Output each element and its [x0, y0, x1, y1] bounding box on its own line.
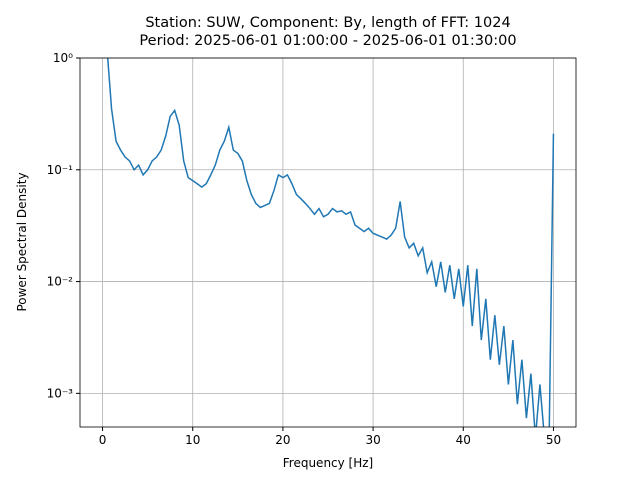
y-tick-label: 10⁻¹: [47, 163, 74, 177]
data-line: [106, 58, 555, 427]
x-tick-label: 0: [99, 433, 107, 447]
y-tick-label: 10⁻³: [47, 386, 74, 400]
x-tick-label: 30: [365, 433, 380, 447]
x-tick-label: 40: [456, 433, 471, 447]
x-axis-label: Frequency [Hz]: [283, 456, 374, 470]
x-tick-label: 50: [546, 433, 561, 447]
y-tick-label: 10⁰: [53, 51, 73, 65]
chart-title: Station: SUW, Component: By, length of F…: [145, 15, 510, 31]
x-tick-label: 10: [185, 433, 200, 447]
x-tick-label: 20: [275, 433, 290, 447]
chart-subtitle: Period: 2025-06-01 01:00:00 - 2025-06-01…: [139, 33, 516, 49]
y-axis-label: Power Spectral Density: [15, 172, 29, 311]
y-tick-label: 10⁻²: [47, 275, 74, 289]
plot-frame: [79, 57, 577, 428]
